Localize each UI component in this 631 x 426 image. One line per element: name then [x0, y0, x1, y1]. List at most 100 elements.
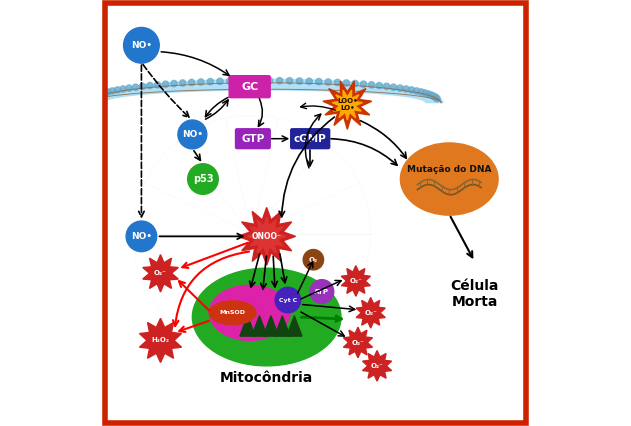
Ellipse shape — [401, 143, 498, 215]
Polygon shape — [274, 316, 290, 336]
Polygon shape — [252, 316, 267, 336]
Circle shape — [296, 78, 303, 84]
Polygon shape — [247, 217, 286, 256]
FancyBboxPatch shape — [290, 128, 331, 149]
Circle shape — [306, 78, 312, 84]
Circle shape — [237, 78, 243, 84]
Polygon shape — [343, 327, 372, 358]
Circle shape — [126, 221, 156, 252]
Ellipse shape — [192, 268, 341, 366]
Circle shape — [178, 120, 207, 149]
Circle shape — [360, 81, 367, 87]
Polygon shape — [286, 316, 302, 336]
Circle shape — [325, 79, 331, 85]
Circle shape — [316, 78, 322, 85]
FancyBboxPatch shape — [235, 128, 271, 149]
Circle shape — [376, 82, 382, 89]
Text: NO•: NO• — [131, 41, 152, 50]
Text: H₂O₂: H₂O₂ — [151, 337, 170, 343]
Circle shape — [275, 287, 300, 313]
Circle shape — [266, 78, 273, 84]
Ellipse shape — [209, 285, 290, 340]
Polygon shape — [323, 81, 372, 130]
Text: GC: GC — [241, 82, 258, 92]
Circle shape — [92, 93, 98, 100]
Polygon shape — [356, 297, 386, 328]
Circle shape — [256, 78, 262, 84]
Circle shape — [101, 90, 107, 96]
Text: O₂⁻: O₂⁻ — [154, 270, 167, 276]
Circle shape — [428, 92, 435, 98]
Circle shape — [155, 82, 161, 88]
Text: O₂⁻: O₂⁻ — [350, 278, 362, 284]
Circle shape — [422, 90, 428, 96]
Text: Mutação do DNA: Mutação do DNA — [407, 165, 492, 174]
Circle shape — [384, 83, 390, 89]
Polygon shape — [341, 266, 370, 296]
Circle shape — [434, 95, 440, 102]
Circle shape — [124, 27, 159, 63]
Text: O₂⁻: O₂⁻ — [364, 310, 377, 316]
Circle shape — [187, 164, 218, 194]
Text: NO•: NO• — [131, 232, 152, 241]
Polygon shape — [143, 255, 179, 292]
Circle shape — [120, 86, 126, 92]
Circle shape — [431, 93, 437, 100]
Circle shape — [334, 79, 341, 86]
Text: p53: p53 — [192, 174, 213, 184]
Circle shape — [162, 81, 168, 87]
Circle shape — [94, 92, 101, 98]
Text: GTP: GTP — [241, 134, 264, 144]
Circle shape — [303, 250, 324, 270]
Circle shape — [403, 86, 409, 92]
Circle shape — [246, 78, 252, 84]
Polygon shape — [363, 351, 392, 381]
Circle shape — [97, 91, 103, 97]
Circle shape — [198, 79, 204, 85]
Circle shape — [352, 81, 358, 87]
Circle shape — [114, 87, 121, 93]
Text: Cyt C: Cyt C — [279, 297, 297, 302]
Text: O₂: O₂ — [309, 257, 318, 263]
Circle shape — [109, 88, 115, 94]
Circle shape — [343, 80, 350, 86]
Ellipse shape — [209, 301, 256, 325]
Polygon shape — [86, 79, 443, 103]
Circle shape — [369, 82, 375, 88]
Circle shape — [189, 79, 195, 86]
Circle shape — [105, 89, 111, 95]
Text: MnSOD: MnSOD — [220, 310, 245, 315]
Circle shape — [408, 87, 415, 93]
Circle shape — [139, 83, 146, 89]
Circle shape — [425, 91, 432, 97]
Polygon shape — [240, 316, 255, 336]
Circle shape — [391, 84, 397, 90]
Circle shape — [397, 85, 403, 91]
Circle shape — [413, 88, 420, 94]
Circle shape — [171, 81, 177, 87]
Circle shape — [89, 95, 95, 102]
Circle shape — [207, 78, 213, 85]
Text: O₂⁻: O₂⁻ — [370, 363, 384, 369]
Polygon shape — [238, 207, 295, 265]
Polygon shape — [263, 316, 278, 336]
Text: LOO•
LO•: LOO• LO• — [337, 98, 358, 111]
Circle shape — [133, 84, 139, 90]
FancyBboxPatch shape — [228, 75, 271, 98]
Circle shape — [276, 78, 283, 84]
Text: ONOO⁻: ONOO⁻ — [252, 232, 281, 241]
Text: cGMP: cGMP — [294, 134, 327, 144]
Circle shape — [216, 78, 223, 84]
Circle shape — [286, 78, 293, 84]
Text: Mitocôndria: Mitocôndria — [220, 371, 314, 385]
Polygon shape — [332, 90, 362, 120]
Circle shape — [310, 279, 334, 303]
Text: O₂⁻: O₂⁻ — [351, 340, 364, 345]
Text: NO•: NO• — [182, 130, 203, 139]
Circle shape — [418, 89, 425, 95]
Circle shape — [146, 82, 153, 89]
Polygon shape — [139, 318, 182, 363]
Circle shape — [126, 85, 133, 91]
Circle shape — [90, 94, 97, 101]
Circle shape — [179, 80, 186, 86]
